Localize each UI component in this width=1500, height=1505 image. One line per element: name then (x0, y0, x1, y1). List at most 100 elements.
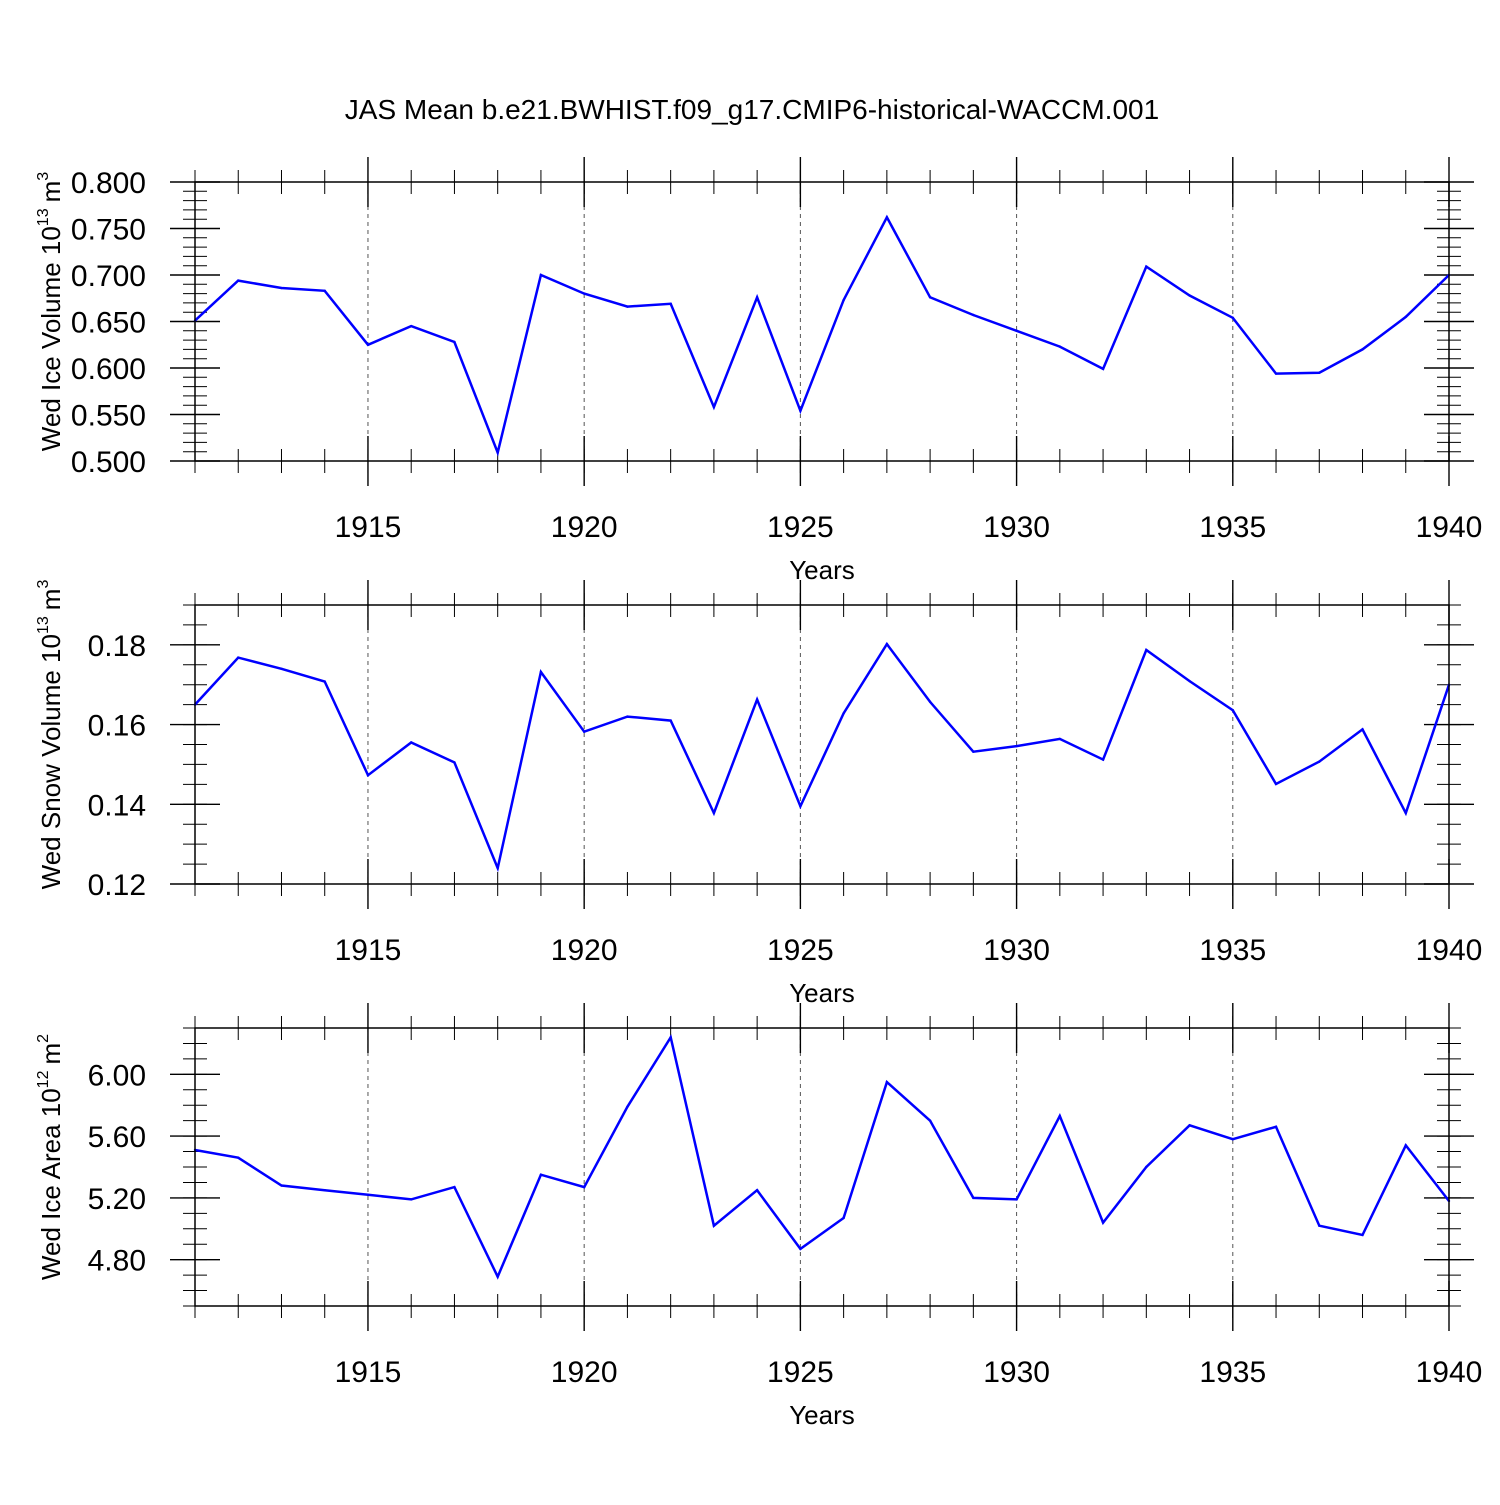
x-tick-label: 1940 (1416, 511, 1483, 544)
data-point (669, 719, 672, 722)
x-tick-label: 1925 (767, 511, 834, 544)
data-point (1015, 329, 1018, 332)
data-point (928, 700, 932, 704)
data-point (1318, 1224, 1321, 1227)
data-point (1188, 294, 1191, 297)
x-tick-label: 1920 (551, 511, 618, 544)
y-axis-label-text: Wed Ice Area 10 (36, 1088, 66, 1280)
data-point (1058, 1114, 1062, 1118)
x-axis-label: Years (789, 555, 855, 585)
data-point (1145, 1165, 1148, 1169)
data-point (1318, 371, 1321, 374)
x-tick-label: 1915 (335, 1356, 402, 1389)
data-point (1231, 1138, 1234, 1141)
data-point (842, 1216, 845, 1220)
data-point (582, 1185, 586, 1189)
data-point (755, 1188, 759, 1192)
data-point (496, 866, 499, 870)
data-point (410, 741, 413, 744)
data-point (712, 405, 716, 409)
data-point (323, 680, 326, 683)
data-point (1274, 372, 1278, 375)
y-axis-label-unit: m (36, 1043, 66, 1065)
x-tick-label: 1925 (767, 1356, 834, 1389)
data-point (799, 1247, 802, 1251)
x-tick-label: 1940 (1416, 934, 1483, 967)
data-point (842, 298, 845, 302)
data-point (280, 286, 283, 290)
x-tick-label: 1935 (1199, 511, 1266, 544)
data-point (496, 1275, 499, 1278)
data-point (1145, 265, 1148, 268)
data-point (237, 1156, 240, 1159)
x-tick-label: 1930 (983, 934, 1050, 967)
y-tick-label: 0.750 (71, 214, 146, 247)
data-point (539, 273, 543, 277)
y-tick-label: 0.14 (88, 789, 146, 822)
x-tick-label: 1920 (551, 934, 618, 967)
data-point (237, 279, 240, 282)
y-axis-label-exponent: 12 (35, 1070, 52, 1088)
data-point (539, 1173, 543, 1176)
data-point (1015, 744, 1018, 748)
data-point (1231, 316, 1234, 319)
data-point (669, 302, 672, 306)
data-point (1361, 348, 1364, 351)
data-point (1101, 758, 1105, 761)
y-axis-label-unit-exponent: 2 (35, 1034, 52, 1043)
data-point (323, 1188, 326, 1192)
x-tick-label: 1915 (335, 511, 402, 544)
x-tick-label: 1930 (983, 511, 1050, 544)
data-point (1274, 782, 1278, 786)
data-point (1101, 367, 1105, 371)
data-point (237, 656, 240, 659)
chart-panel-2: 0.12 0.14 0.16 0.18 1915 1920 1925 1930 1935 1940… (35, 580, 1482, 1008)
data-point (885, 216, 889, 219)
data-point (799, 805, 802, 808)
y-axis-label-text: Wed Snow Volume 10 (36, 634, 66, 889)
y-axis-label: Wed Ice Volume 1013 m3 (35, 172, 66, 451)
data-point (366, 773, 370, 777)
y-tick-label: 0.650 (71, 307, 146, 340)
y-axis-label-unit: m (36, 181, 66, 203)
x-tick-label: 1935 (1199, 934, 1266, 967)
data-point (755, 698, 759, 701)
data-point (885, 1080, 889, 1084)
data-point (453, 340, 456, 344)
data-point (366, 343, 370, 346)
data-point (712, 811, 716, 815)
data-point (928, 1119, 932, 1122)
y-tick-label: 0.800 (71, 167, 146, 200)
data-point (1231, 709, 1234, 712)
y-tick-label: 0.16 (88, 710, 146, 743)
x-tick-label: 1920 (551, 1356, 618, 1389)
data-point (972, 750, 975, 753)
data-point (712, 1224, 716, 1227)
y-tick-label: 5.20 (88, 1183, 146, 1216)
plot-frame (194, 181, 1450, 462)
series-line (194, 641, 1451, 873)
plot-frame (194, 604, 1450, 885)
y-axis-label: Wed Ice Area 1012 m2 (35, 1034, 66, 1280)
data-point (1145, 648, 1148, 652)
data-point (842, 712, 845, 715)
data-point (928, 296, 932, 299)
data-point (582, 730, 586, 733)
data-point (1015, 1198, 1018, 1201)
x-axis-label: Years (789, 978, 855, 1008)
data-point (410, 324, 413, 328)
data-point (1361, 1233, 1364, 1237)
y-tick-label: 0.550 (71, 400, 146, 433)
y-tick-label: 4.80 (88, 1245, 146, 1278)
data-point (1101, 1221, 1105, 1224)
data-point (1404, 1144, 1407, 1147)
y-axis-label: Wed Snow Volume 1013 m3 (35, 580, 66, 890)
chart-panel-1: 0.500 0.550 0.600 0.650 0.700 0.750 0.800 1915 1… (35, 157, 1482, 585)
y-tick-label: 0.500 (71, 446, 146, 479)
data-point (626, 305, 629, 308)
chart-panel-3: 4.80 5.20 5.60 6.00 1915 1920 1925 1930 1935 1940… (35, 1003, 1482, 1430)
data-point (755, 296, 759, 299)
y-tick-label: 0.700 (71, 260, 146, 293)
figure-title: JAS Mean b.e21.BWHIST.f09_g17.CMIP6-hist… (345, 94, 1159, 125)
